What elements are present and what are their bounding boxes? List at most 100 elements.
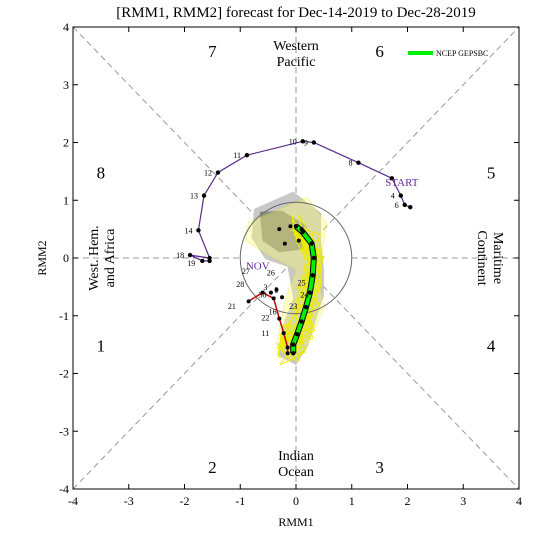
observed-point bbox=[196, 228, 201, 233]
region-label-line: Ocean bbox=[278, 465, 314, 480]
observed-point bbox=[402, 202, 407, 208]
day-label: 28 bbox=[236, 280, 244, 289]
observed-day-label: 18 bbox=[176, 251, 184, 260]
phase-label: 4 bbox=[487, 337, 496, 356]
observed-point bbox=[200, 258, 205, 264]
observed-day-label: 9 bbox=[304, 139, 308, 148]
x-tick-label: -2 bbox=[180, 494, 190, 508]
red-forecast-point bbox=[285, 345, 290, 350]
legend-label: NCEP GEPSBC bbox=[436, 49, 488, 58]
forecast-mean-point bbox=[311, 255, 317, 261]
day-label: 16 bbox=[269, 308, 277, 317]
ensemble-point bbox=[299, 227, 304, 232]
x-tick-label: 3 bbox=[460, 494, 466, 508]
observed-day-label: 13 bbox=[190, 192, 198, 201]
observed-point bbox=[187, 252, 193, 258]
observed-day-label: 10 bbox=[289, 137, 297, 146]
ensemble-member-line bbox=[277, 235, 313, 359]
x-tick-label: -3 bbox=[124, 494, 134, 508]
ensemble-member-line bbox=[285, 227, 322, 349]
observed-day-label: 6 bbox=[395, 201, 399, 210]
phase-label: 2 bbox=[208, 458, 217, 477]
y-tick-label: 4 bbox=[63, 20, 69, 34]
annotation-label: START bbox=[385, 177, 419, 189]
observed-point bbox=[311, 140, 317, 145]
forecast-mean-point bbox=[307, 290, 313, 295]
day-label: 30 bbox=[259, 290, 267, 299]
observed-point bbox=[356, 160, 361, 165]
forecast-mean-point bbox=[303, 304, 309, 310]
ensemble-member-line bbox=[279, 236, 322, 344]
observed-point bbox=[244, 153, 250, 158]
ensemble-point bbox=[268, 290, 273, 295]
region-label: Western Pacific bbox=[273, 39, 319, 70]
observed-day-label: 8 bbox=[348, 159, 352, 168]
y-tick-label: 0 bbox=[63, 251, 69, 265]
y-tick-label: -4 bbox=[59, 482, 69, 496]
day-label: 11 bbox=[261, 329, 269, 338]
spread-envelope-inner bbox=[259, 210, 308, 253]
red-forecast-point bbox=[277, 316, 282, 321]
y-tick-label: 1 bbox=[63, 193, 69, 207]
x-tick-label: -4 bbox=[68, 494, 78, 508]
red-forecast-point bbox=[281, 331, 286, 336]
annotation-label: NOV bbox=[246, 261, 270, 273]
region-label-line: Western bbox=[273, 39, 319, 54]
day-label: 3 bbox=[263, 283, 267, 292]
red-forecast-point bbox=[260, 290, 265, 295]
phase-label: 7 bbox=[208, 42, 217, 61]
day-label: 25 bbox=[298, 279, 306, 288]
ensemble-point bbox=[296, 238, 301, 243]
region-label-line: West. Hem. bbox=[87, 225, 102, 290]
unit-circle bbox=[239, 201, 353, 315]
forecast-mean-point bbox=[293, 224, 299, 229]
day-label: 26 bbox=[267, 268, 275, 277]
observed-day-label: 11 bbox=[233, 151, 241, 160]
x-tick-label: 0 bbox=[293, 494, 299, 508]
observed-point bbox=[398, 193, 404, 198]
forecast-mean-point bbox=[309, 241, 314, 246]
region-label-line: Indian bbox=[278, 449, 314, 464]
red-forecast-point bbox=[246, 299, 251, 304]
forecast-mean-point bbox=[294, 332, 300, 337]
day-label: 22 bbox=[261, 313, 269, 322]
observed-point bbox=[215, 170, 221, 175]
x-axis-label: RMM1 bbox=[278, 515, 313, 529]
day-label: 2 bbox=[274, 286, 278, 295]
forecast-mean-point bbox=[291, 342, 296, 347]
ensemble-point bbox=[282, 241, 287, 246]
y-tick-label: -3 bbox=[59, 424, 69, 438]
region-label-line: Maritime bbox=[490, 232, 505, 284]
phase-label: 1 bbox=[97, 337, 106, 356]
day-label: 27 bbox=[242, 267, 250, 276]
y-tick-label: -2 bbox=[59, 367, 69, 381]
region-label: MaritimeContinent bbox=[474, 230, 505, 285]
x-tick-label: 2 bbox=[405, 494, 411, 508]
observed-day-label: 4 bbox=[391, 192, 395, 201]
forecast-mean-point bbox=[310, 273, 315, 278]
ensemble-point bbox=[274, 287, 279, 292]
day-label: 24 bbox=[300, 290, 308, 299]
y-tick-label: 2 bbox=[63, 136, 69, 150]
observed-day-label: 14 bbox=[184, 226, 192, 235]
region-label-line: Pacific bbox=[277, 55, 316, 70]
observed-point bbox=[300, 139, 305, 144]
y-tick-label: 3 bbox=[63, 78, 69, 92]
y-axis-label: RMM2 bbox=[35, 240, 49, 275]
ensemble-point bbox=[277, 227, 282, 232]
forecast-mean-point bbox=[299, 319, 304, 324]
red-forecast-point bbox=[285, 351, 290, 356]
observed-point bbox=[201, 193, 207, 198]
region-label-line: and Africa bbox=[103, 228, 118, 287]
observed-point bbox=[207, 258, 212, 264]
observed-point bbox=[389, 176, 395, 181]
ensemble-point bbox=[280, 295, 285, 300]
observed-day-label: 12 bbox=[204, 169, 212, 178]
forecast-mean-point bbox=[291, 351, 296, 356]
region-label: West. Hem.and Africa bbox=[87, 225, 118, 290]
ensemble-member-line bbox=[289, 223, 319, 345]
phase-label: 6 bbox=[375, 42, 384, 61]
region-label: Indian Ocean bbox=[278, 449, 314, 480]
y-tick-label: -1 bbox=[59, 309, 69, 323]
